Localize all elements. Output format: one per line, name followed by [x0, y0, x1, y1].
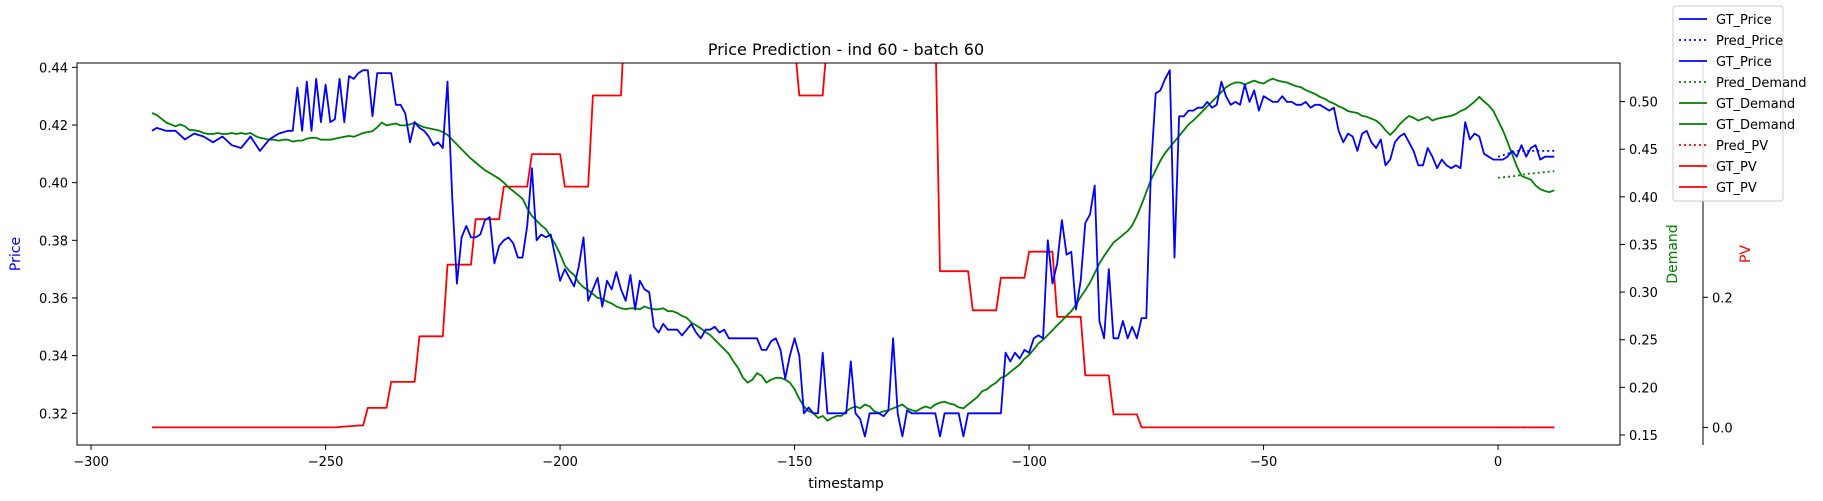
legend-entry-label: Pred_Price — [1716, 34, 1783, 49]
chart-title: Price Prediction - ind 60 - batch 60 — [708, 40, 984, 59]
legend-entry-label: GT_Price — [1716, 13, 1772, 28]
x-tick-label: −150 — [777, 455, 813, 470]
legend-entry-label: GT_Price — [1716, 55, 1772, 70]
y-pv-tick-label: 0.2 — [1712, 291, 1733, 306]
legend-entry-label: Pred_PV — [1716, 139, 1768, 154]
legend-entry-label: GT_Demand — [1716, 97, 1795, 112]
y-demand-tick-label: 0.35 — [1629, 238, 1658, 253]
plot-frame — [76, 62, 1621, 446]
x-tick-label: −50 — [1250, 455, 1277, 470]
y-price-tick-label: 0.44 — [39, 61, 68, 76]
series-line-gt-pv — [152, 63, 1555, 429]
y-price-tick-label: 0.32 — [39, 407, 68, 422]
x-tick-label: −200 — [542, 455, 578, 470]
y-axis-price: 0.32 0.34 0.36 0.38 0.40 0.42 0.44 — [39, 61, 77, 422]
x-tick-label: −250 — [308, 455, 344, 470]
y-pv-tick-label: 0.0 — [1712, 421, 1733, 436]
y-demand-tick-label: 0.25 — [1629, 334, 1658, 349]
y-demand-tick-label: 0.40 — [1629, 191, 1658, 206]
y-axis-demand-label: Demand — [1665, 224, 1681, 283]
y-axis-demand: 0.15 0.20 0.25 0.30 0.35 0.40 0.45 0.50 — [1620, 96, 1658, 444]
x-axis-label: timestamp — [808, 476, 884, 492]
plot-area — [151, 63, 1555, 438]
y-price-tick-label: 0.36 — [39, 292, 68, 307]
legend-entry-label: GT_PV — [1716, 181, 1757, 196]
legend-box — [1672, 5, 1784, 202]
x-tick-label: −100 — [1011, 455, 1047, 470]
series-line-gt-demand — [151, 77, 1555, 422]
x-axis: −300 −250 −200 −150 −100 −50 0 — [73, 445, 1502, 470]
legend-entry-label: GT_PV — [1716, 160, 1757, 175]
y-axis-price-label: Price — [8, 237, 24, 271]
y-axis-pv-label: PV — [1738, 245, 1754, 263]
y-demand-tick-label: 0.20 — [1629, 381, 1658, 396]
legend-entry-label: Pred_Demand — [1716, 76, 1807, 91]
x-tick-label: −300 — [73, 455, 109, 470]
series-line-gt-price — [151, 69, 1555, 438]
legend-entry-label: GT_Demand — [1716, 118, 1795, 133]
x-tick-label: 0 — [1494, 455, 1502, 470]
y-demand-tick-label: 0.45 — [1629, 143, 1658, 158]
y-demand-tick-label: 0.30 — [1629, 286, 1658, 301]
y-demand-tick-label: 0.50 — [1629, 96, 1658, 111]
y-demand-tick-label: 0.15 — [1629, 429, 1658, 444]
y-price-tick-label: 0.42 — [39, 119, 68, 134]
y-price-tick-label: 0.40 — [39, 177, 68, 192]
y-price-tick-label: 0.34 — [39, 350, 68, 365]
y-price-tick-label: 0.38 — [39, 234, 68, 249]
legend: GT_Price Pred_Price GT_Price Pred_Demand GT_… — [1672, 5, 1807, 202]
